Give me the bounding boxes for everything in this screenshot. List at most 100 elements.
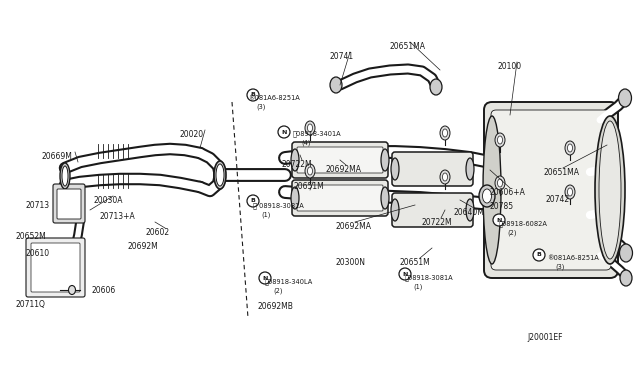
Text: 20651MA: 20651MA	[390, 42, 426, 51]
Ellipse shape	[618, 89, 632, 107]
FancyBboxPatch shape	[392, 152, 473, 186]
Circle shape	[259, 272, 271, 284]
Text: 20785: 20785	[490, 202, 514, 211]
Text: 20652M: 20652M	[16, 232, 47, 241]
Ellipse shape	[291, 187, 299, 209]
Text: 20713: 20713	[26, 201, 50, 210]
Ellipse shape	[483, 116, 501, 264]
Text: B: B	[536, 253, 541, 257]
Text: 20030A: 20030A	[93, 196, 122, 205]
Text: (3): (3)	[256, 104, 266, 110]
Ellipse shape	[291, 149, 299, 171]
Ellipse shape	[214, 161, 226, 189]
Text: 20602: 20602	[145, 228, 169, 237]
FancyBboxPatch shape	[392, 193, 473, 227]
Text: 20692MA: 20692MA	[335, 222, 371, 231]
FancyBboxPatch shape	[26, 238, 85, 297]
Text: 20741: 20741	[330, 52, 354, 61]
Ellipse shape	[307, 167, 312, 175]
Text: 20640M: 20640M	[454, 208, 485, 217]
Ellipse shape	[495, 133, 505, 147]
Ellipse shape	[466, 158, 474, 180]
Circle shape	[278, 126, 290, 138]
Circle shape	[247, 195, 259, 207]
Ellipse shape	[440, 126, 450, 140]
Text: 20651M: 20651M	[400, 258, 431, 267]
Text: J20001EF: J20001EF	[527, 333, 563, 342]
Text: ®081A6-8251A: ®081A6-8251A	[248, 95, 300, 101]
FancyBboxPatch shape	[297, 147, 383, 173]
Ellipse shape	[305, 121, 315, 135]
Text: (2): (2)	[507, 229, 516, 235]
Ellipse shape	[620, 270, 632, 286]
Text: 20711Q: 20711Q	[16, 300, 46, 309]
Ellipse shape	[466, 199, 474, 221]
Text: 20606: 20606	[91, 286, 115, 295]
Ellipse shape	[497, 179, 502, 187]
FancyBboxPatch shape	[292, 142, 388, 178]
FancyBboxPatch shape	[297, 185, 383, 211]
Ellipse shape	[620, 244, 632, 262]
FancyBboxPatch shape	[31, 243, 80, 292]
Circle shape	[493, 214, 505, 226]
Ellipse shape	[442, 129, 447, 137]
Text: (1): (1)	[261, 211, 270, 218]
Text: N: N	[282, 129, 287, 135]
Circle shape	[247, 89, 259, 101]
Text: (2): (2)	[273, 287, 282, 294]
Ellipse shape	[391, 158, 399, 180]
Ellipse shape	[483, 189, 492, 203]
Text: (3): (3)	[555, 264, 564, 270]
Ellipse shape	[305, 164, 315, 178]
Text: 20300N: 20300N	[336, 258, 366, 267]
Ellipse shape	[599, 121, 621, 259]
Text: ⓝ08918-3081A: ⓝ08918-3081A	[405, 274, 454, 280]
Ellipse shape	[68, 285, 76, 295]
Ellipse shape	[381, 187, 389, 209]
FancyBboxPatch shape	[484, 102, 618, 278]
Text: 20722M: 20722M	[421, 218, 452, 227]
Text: (1): (1)	[413, 283, 422, 289]
Text: Ⓑ 08918-3081A: Ⓑ 08918-3081A	[253, 202, 304, 209]
Text: 20651MA: 20651MA	[543, 168, 579, 177]
Text: 20606+A: 20606+A	[490, 188, 526, 197]
Ellipse shape	[440, 170, 450, 184]
Ellipse shape	[391, 199, 399, 221]
Ellipse shape	[479, 185, 495, 207]
Ellipse shape	[62, 166, 68, 186]
Ellipse shape	[595, 116, 625, 264]
FancyBboxPatch shape	[292, 180, 388, 216]
Text: B: B	[251, 93, 255, 97]
Ellipse shape	[381, 149, 389, 171]
Ellipse shape	[307, 124, 312, 132]
FancyBboxPatch shape	[57, 189, 81, 219]
Ellipse shape	[495, 176, 505, 190]
Ellipse shape	[330, 77, 342, 93]
Ellipse shape	[216, 164, 224, 186]
Ellipse shape	[430, 79, 442, 95]
Text: 20692MA: 20692MA	[326, 165, 362, 174]
Text: N: N	[496, 218, 502, 222]
Ellipse shape	[565, 141, 575, 155]
Text: ®081A6-8251A: ®081A6-8251A	[547, 255, 599, 261]
Text: 20722M: 20722M	[282, 160, 312, 169]
FancyBboxPatch shape	[491, 110, 611, 270]
FancyBboxPatch shape	[53, 184, 85, 223]
Circle shape	[399, 268, 411, 280]
Ellipse shape	[568, 188, 573, 196]
Text: N: N	[262, 276, 268, 280]
Ellipse shape	[60, 163, 70, 189]
Text: 20020: 20020	[180, 130, 204, 139]
Text: N: N	[403, 272, 408, 276]
Text: B: B	[251, 199, 255, 203]
Text: (4): (4)	[301, 139, 310, 145]
Text: 20651M: 20651M	[293, 182, 324, 191]
Ellipse shape	[565, 185, 575, 199]
Text: ⓝ08918-340LA: ⓝ08918-340LA	[265, 278, 313, 285]
Text: ⓝ08918-3401A: ⓝ08918-3401A	[293, 130, 342, 137]
Text: 20692MB: 20692MB	[258, 302, 294, 311]
Circle shape	[533, 249, 545, 261]
Text: 20713+A: 20713+A	[99, 212, 135, 221]
Ellipse shape	[442, 173, 447, 181]
Text: 20100: 20100	[497, 62, 521, 71]
